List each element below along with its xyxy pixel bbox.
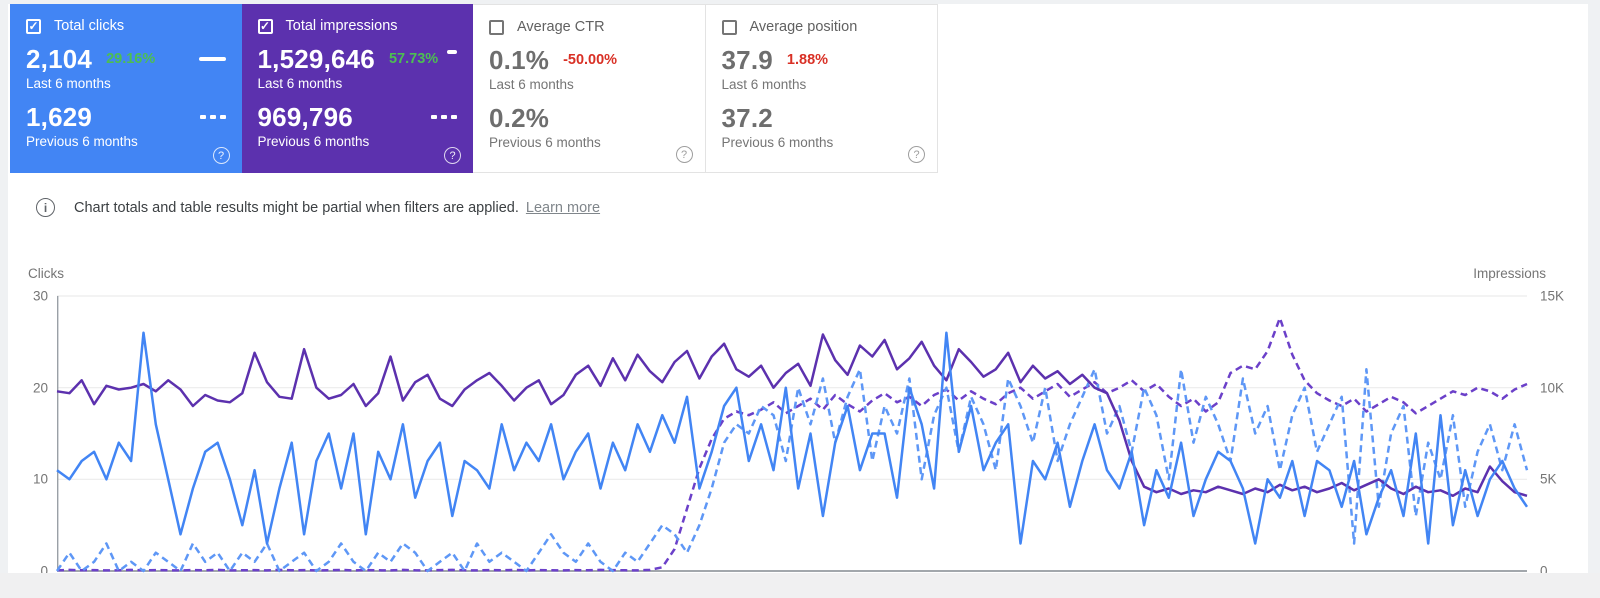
axis-tick-label: 15K xyxy=(1540,288,1565,304)
series-impressions-previous-6-months xyxy=(56,316,1528,572)
axis-tick-label: 0 xyxy=(1540,563,1548,579)
average-ctr-checkbox[interactable] xyxy=(489,19,504,35)
average-position-checkbox[interactable] xyxy=(721,19,737,35)
axis-tick-label: 20 xyxy=(32,380,48,396)
learn-more-link[interactable]: Learn more xyxy=(525,199,601,216)
x-axis-band xyxy=(0,573,1600,598)
previous-period-label: Previous 6 months xyxy=(26,134,138,149)
solid-line-legend-icon xyxy=(198,57,226,61)
card-label: Total clicks xyxy=(54,18,125,34)
chart-plot-area[interactable] xyxy=(55,295,1529,573)
previous-period-label: Previous 6 months xyxy=(721,135,834,150)
metric-card-total-clicks[interactable]: ✓ Total clicks 2,104 29.16% Last 6 month… xyxy=(10,4,242,173)
total-clicks-checkbox[interactable]: ✓ xyxy=(26,18,41,34)
axis-tick-label: 0 xyxy=(40,563,48,579)
left-axis-ticks: 30 20 10 0 xyxy=(8,289,48,579)
solid-line-legend-icon xyxy=(447,50,457,54)
right-axis-ticks: 15K 10K 5K 0 xyxy=(1540,289,1584,579)
previous-period-label: Previous 6 months xyxy=(489,135,601,150)
help-icon[interactable]: ? xyxy=(675,146,693,163)
axis-tick-label: 5K xyxy=(1540,471,1557,487)
dashed-line-legend-icon xyxy=(431,115,457,119)
help-icon[interactable]: ? xyxy=(908,146,925,163)
info-icon: i xyxy=(36,198,55,217)
card-label: Average position xyxy=(749,19,858,35)
previous-value: 969,796 xyxy=(257,101,353,132)
current-period-label: Last 6 months xyxy=(26,76,111,91)
previous-value: 0.2% xyxy=(489,102,550,133)
metric-card-average-ctr[interactable]: Average CTR 0.1% -50.00% Last 6 months 0… xyxy=(473,4,706,173)
performance-report-page: ✓ Total clicks 2,104 29.16% Last 6 month… xyxy=(8,4,1588,598)
impressions-axis-label: Impressions xyxy=(1473,266,1546,281)
notice-text: Chart totals and table results might be … xyxy=(74,199,519,216)
dashed-line-legend-icon xyxy=(199,115,226,119)
delta-value: -50.00% xyxy=(563,52,618,68)
partial-data-notice: i Chart totals and table results might b… xyxy=(36,198,600,217)
axis-tick-label: 10 xyxy=(32,471,48,487)
previous-value: 1,629 xyxy=(26,101,93,132)
previous-period-label: Previous 6 months xyxy=(257,134,370,149)
metric-card-average-position[interactable]: Average position 37.9 1.88% Last 6 month… xyxy=(705,4,938,173)
current-value: 0.1% xyxy=(489,44,550,75)
current-value: 1,529,646 xyxy=(257,43,375,74)
current-period-label: Last 6 months xyxy=(721,77,807,92)
axis-tick-label: 10K xyxy=(1540,380,1565,396)
current-value: 2,104 xyxy=(26,43,93,74)
series-impressions-last-6-months xyxy=(56,333,1528,498)
help-icon[interactable]: ? xyxy=(444,147,461,164)
clicks-axis-label: Clicks xyxy=(28,266,64,281)
series-clicks-previous-6-months xyxy=(55,368,1529,573)
delta-value: 29.16% xyxy=(106,51,156,67)
card-label: Average CTR xyxy=(517,19,605,35)
current-period-label: Last 6 months xyxy=(489,77,574,92)
current-value: 37.9 xyxy=(721,44,773,75)
previous-value: 37.2 xyxy=(721,102,773,133)
metric-cards-row: ✓ Total clicks 2,104 29.16% Last 6 month… xyxy=(10,4,938,173)
axis-tick-label: 30 xyxy=(32,288,48,304)
checkmark-icon: ✓ xyxy=(28,19,39,33)
chart-plot-svg xyxy=(55,295,1529,573)
series-clicks-last-6-months xyxy=(56,331,1529,545)
checkmark-icon: ✓ xyxy=(259,19,271,33)
delta-value: 1.88% xyxy=(786,52,829,68)
total-impressions-checkbox[interactable]: ✓ xyxy=(257,18,273,34)
delta-value: 57.73% xyxy=(388,51,439,67)
card-label: Total impressions xyxy=(285,18,398,34)
help-icon[interactable]: ? xyxy=(212,147,230,164)
metric-card-total-impressions[interactable]: ✓ Total impressions 1,529,646 57.73% Las… xyxy=(241,4,473,173)
current-period-label: Last 6 months xyxy=(257,76,343,91)
